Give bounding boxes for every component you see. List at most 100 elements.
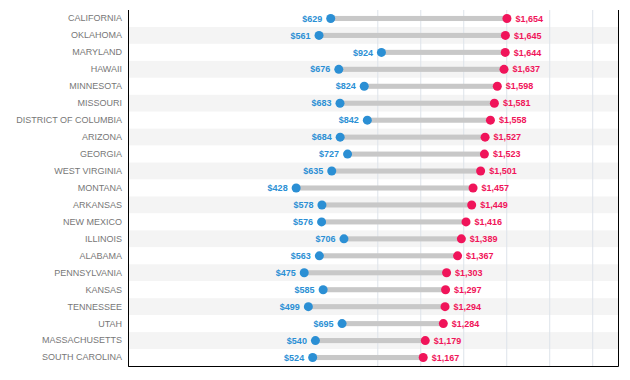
data-label: $428 bbox=[268, 183, 288, 193]
dot bbox=[308, 353, 317, 362]
data-label: $842 bbox=[339, 115, 359, 125]
category-label: MASSACHUSETTS bbox=[42, 335, 122, 345]
data-labels-0: $629$561$924$676$824$683$842$684$727$635… bbox=[268, 14, 373, 363]
y-tick: MINNESOTA bbox=[69, 81, 128, 91]
data-label: $563 bbox=[291, 251, 311, 261]
category-label: MONTANA bbox=[78, 183, 122, 193]
dot bbox=[441, 285, 450, 294]
row-background bbox=[128, 44, 618, 61]
dot bbox=[453, 251, 462, 260]
category-label: MISSOURI bbox=[77, 98, 122, 108]
row-background bbox=[128, 180, 618, 197]
data-label: $1,644 bbox=[514, 48, 542, 58]
y-tick: SOUTH CAROLINA bbox=[42, 352, 128, 362]
marks bbox=[292, 14, 512, 362]
connector bbox=[319, 253, 457, 258]
connector bbox=[340, 135, 485, 140]
data-label: $1,523 bbox=[493, 149, 521, 159]
data-label: $578 bbox=[293, 200, 313, 210]
data-label: $706 bbox=[315, 234, 335, 244]
data-label: $1,598 bbox=[506, 81, 534, 91]
dot bbox=[480, 150, 489, 159]
data-label: $1,558 bbox=[499, 115, 527, 125]
dot bbox=[339, 234, 348, 243]
connector bbox=[323, 287, 445, 292]
data-label: $524 bbox=[284, 353, 304, 363]
connector bbox=[319, 33, 505, 38]
connector bbox=[339, 67, 504, 72]
dot bbox=[311, 336, 320, 345]
data-label: $1,303 bbox=[455, 268, 483, 278]
y-tick: HAWAII bbox=[91, 64, 128, 74]
connector bbox=[308, 304, 445, 309]
data-labels: $629$561$924$676$824$683$842$684$727$635… bbox=[268, 14, 543, 363]
x-tick bbox=[549, 10, 550, 366]
y-tick: KANSAS bbox=[85, 285, 128, 295]
data-label: $1,581 bbox=[503, 98, 531, 108]
data-label: $1,179 bbox=[434, 336, 462, 346]
data-label: $684 bbox=[312, 132, 332, 142]
dot bbox=[502, 14, 511, 23]
connector bbox=[315, 338, 425, 343]
row-background bbox=[128, 163, 618, 180]
grid-line bbox=[592, 10, 593, 366]
dot bbox=[500, 65, 509, 74]
dot bbox=[462, 217, 471, 226]
category-label: SOUTH CAROLINA bbox=[42, 352, 122, 362]
data-label: $1,294 bbox=[454, 302, 482, 312]
data-label: $540 bbox=[287, 336, 307, 346]
dot bbox=[317, 217, 326, 226]
category-label: GEORGIA bbox=[80, 149, 122, 159]
plot: CALIFORNIA OKLAHOMA MARYLAND HAWAII MINNESOT… bbox=[16, 10, 618, 367]
dot bbox=[317, 200, 326, 209]
category-label: ILLINOIS bbox=[85, 234, 122, 244]
data-label: $635 bbox=[303, 166, 323, 176]
connector bbox=[348, 152, 485, 157]
category-label: CALIFORNIA bbox=[68, 13, 122, 23]
row-background bbox=[128, 78, 618, 95]
dot bbox=[493, 82, 502, 91]
x-axis-line bbox=[129, 10, 619, 367]
category-label: NEW MEXICO bbox=[63, 217, 122, 227]
category-label: ARIZONA bbox=[82, 132, 122, 142]
dot bbox=[442, 268, 451, 277]
x-tick bbox=[592, 10, 593, 366]
chart: CALIFORNIA OKLAHOMA MARYLAND HAWAII MINNESOT… bbox=[0, 0, 630, 380]
data-label: $1,297 bbox=[454, 285, 482, 295]
dot bbox=[481, 133, 490, 142]
connector bbox=[296, 185, 473, 190]
category-label: WEST VIRGINIA bbox=[54, 166, 122, 176]
row-background bbox=[128, 298, 618, 315]
row-background bbox=[128, 95, 618, 112]
y-tick: PENNSYLVANIA bbox=[54, 268, 128, 278]
connector bbox=[322, 202, 472, 207]
category-label: OKLAHOMA bbox=[71, 30, 122, 40]
y-axis-line bbox=[128, 11, 129, 367]
category-label: HAWAII bbox=[91, 64, 122, 74]
data-label: $1,167 bbox=[432, 353, 460, 363]
dot bbox=[360, 82, 369, 91]
category-label: PENNSYLVANIA bbox=[54, 268, 122, 278]
dot bbox=[335, 99, 344, 108]
y-tick: ARIZONA bbox=[82, 132, 128, 142]
data-label: $727 bbox=[319, 149, 339, 159]
connector bbox=[313, 355, 424, 360]
data-label: $676 bbox=[310, 64, 330, 74]
data-label: $576 bbox=[293, 217, 313, 227]
row-background bbox=[128, 349, 618, 366]
row-background bbox=[128, 247, 618, 264]
category-label: MINNESOTA bbox=[69, 81, 122, 91]
dot bbox=[441, 302, 450, 311]
data-label: $695 bbox=[314, 319, 334, 329]
y-tick: WEST VIRGINIA bbox=[54, 166, 128, 176]
y-tick: OKLAHOMA bbox=[71, 30, 128, 40]
y-tick: ARKANSAS bbox=[73, 200, 128, 210]
data-label: $1,416 bbox=[475, 217, 503, 227]
row-background bbox=[128, 129, 618, 146]
dot bbox=[501, 48, 510, 57]
data-label: $1,501 bbox=[489, 166, 517, 176]
category-label: UTAH bbox=[98, 318, 122, 328]
dot bbox=[501, 31, 510, 40]
y-tick: MARYLAND bbox=[72, 47, 128, 57]
dot bbox=[439, 319, 448, 328]
